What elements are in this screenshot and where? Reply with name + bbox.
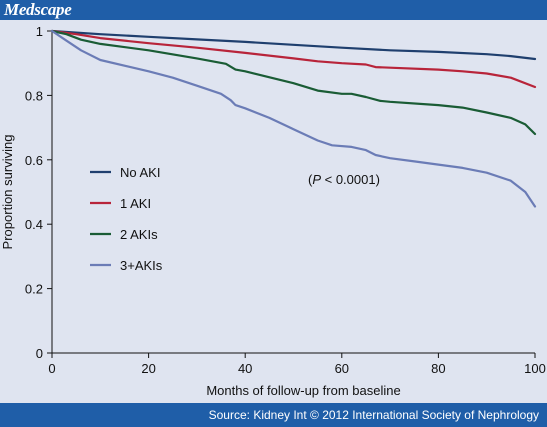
p-anno-suffix: < 0.0001) [321, 172, 380, 187]
y-tick-label: 0.4 [25, 217, 43, 232]
y-tick-label: 0 [36, 346, 43, 361]
x-tick-label: 20 [141, 361, 155, 376]
series-line-1 [50, 29, 537, 89]
legend: No AKI 1 AKI 2 AKIs 3+AKIs [90, 165, 163, 273]
x-tick-label: 100 [524, 361, 546, 376]
series-lines [50, 29, 537, 208]
x-tick-label: 40 [238, 361, 252, 376]
y-tick-label: 0.8 [25, 88, 43, 103]
y-tick-label: 0.2 [25, 282, 43, 297]
legend-label-0: No AKI [120, 165, 160, 180]
p-anno-italic: P [312, 172, 321, 187]
p-anno-prefix: ( [308, 172, 313, 187]
source-credit: Source: Kidney Int © 2012 International … [208, 408, 539, 422]
x-tick-label: 80 [431, 361, 445, 376]
p-value-annotation: (P < 0.0001) [308, 172, 380, 187]
footer-bar: Source: Kidney Int © 2012 International … [0, 403, 547, 427]
y-axis-title: Proportion surviving [0, 135, 15, 250]
axes: 0 0.2 0.4 0.6 0.8 1 0 20 40 60 80 100 [25, 24, 546, 376]
y-tick-label: 1 [36, 24, 43, 39]
legend-label-2: 2 AKIs [120, 227, 158, 242]
series-line-0 [50, 29, 537, 61]
legend-label-3: 3+AKIs [120, 258, 163, 273]
x-tick-label: 0 [48, 361, 55, 376]
chart-area: 0 0.2 0.4 0.6 0.8 1 0 20 40 60 80 100 No AKI 1 AKI 2 … [0, 20, 547, 403]
header-bar: Medscape [0, 0, 547, 20]
survival-chart: 0 0.2 0.4 0.6 0.8 1 0 20 40 60 80 100 No AKI 1 AKI 2 … [0, 24, 546, 398]
medscape-logo: Medscape [4, 0, 72, 19]
x-axis-title: Months of follow-up from baseline [206, 383, 400, 398]
x-tick-label: 60 [335, 361, 349, 376]
legend-label-1: 1 AKI [120, 196, 151, 211]
y-tick-label: 0.6 [25, 153, 43, 168]
series-line-3 [50, 29, 537, 208]
series-line-2 [50, 29, 537, 136]
